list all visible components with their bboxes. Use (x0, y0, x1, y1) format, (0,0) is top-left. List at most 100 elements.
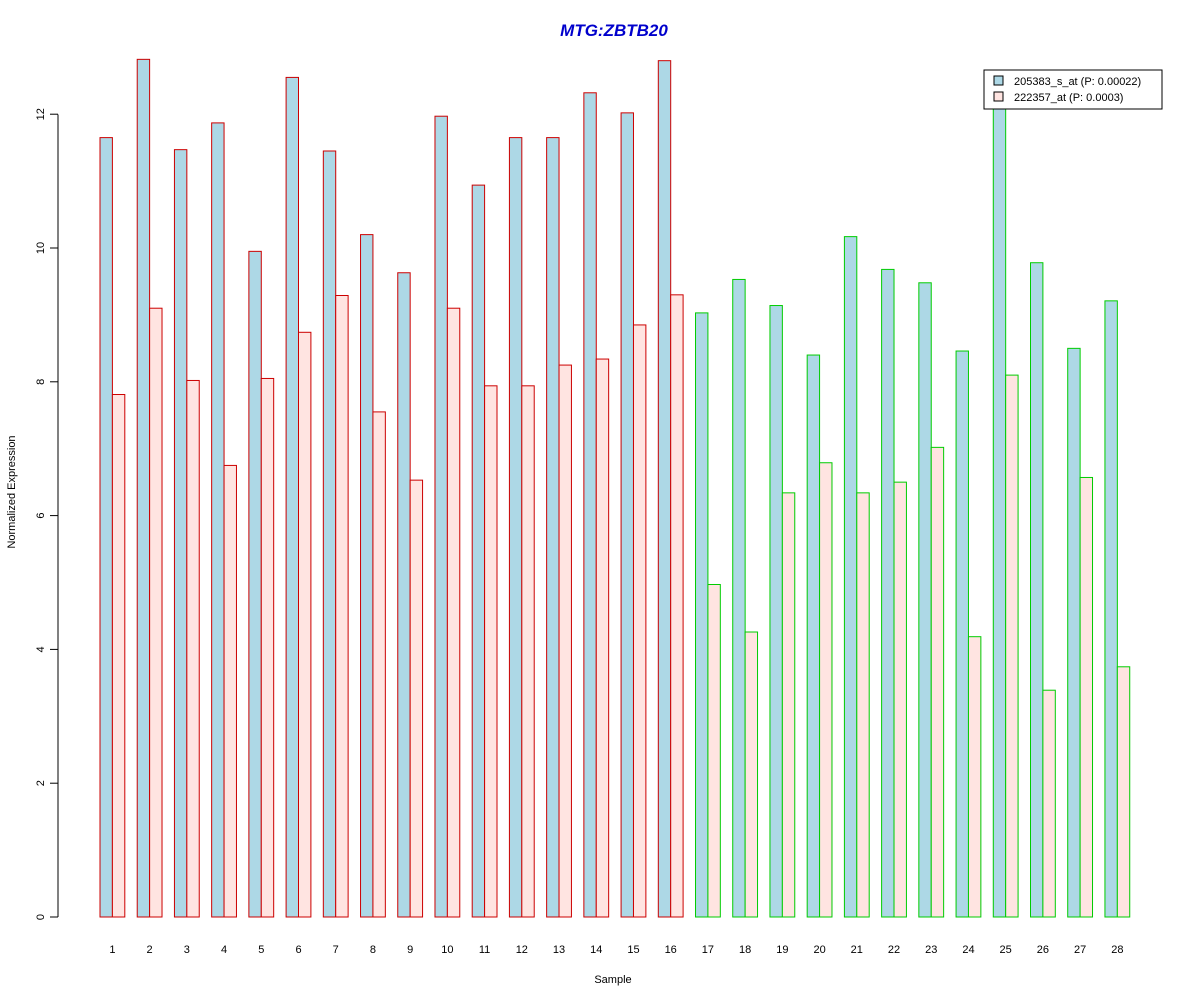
x-tick-label: 14 (590, 944, 602, 956)
legend-box (983, 69, 1163, 110)
bar-sample-3-series-2 (186, 379, 200, 918)
bar-sample-19-series-2 (781, 492, 796, 918)
bar-sample-2-series-2 (149, 307, 163, 918)
bar-sample-16-series-2 (670, 294, 684, 918)
bar-sample-14-series-1 (583, 92, 597, 918)
bar-sample-17-series-1 (695, 312, 709, 918)
bar-sample-22-series-1 (881, 268, 895, 918)
y-tick-label: 6 (35, 513, 47, 519)
bar-sample-6-series-1 (285, 76, 300, 918)
bar-sample-1-series-1 (99, 137, 113, 918)
x-tick-label: 6 (295, 944, 301, 956)
bar-sample-28-series-2 (1116, 666, 1131, 918)
legend: 205383_s_at (P: 0.00022) 222357_at (P: 0… (983, 69, 1163, 110)
x-tick-label: 9 (407, 944, 413, 956)
x-tick-label: 12 (516, 944, 528, 956)
x-tick-label: 8 (370, 944, 376, 956)
bar-sample-8-series-1 (360, 234, 374, 918)
bar-sample-12-series-1 (508, 137, 523, 918)
y-tick-label: 2 (35, 780, 47, 786)
legend-swatch (993, 75, 1004, 86)
bar-sample-19-series-1 (769, 305, 783, 918)
bar-sample-20-series-1 (806, 354, 821, 918)
bar-sample-26-series-2 (1042, 689, 1056, 918)
x-tick-label: 11 (479, 944, 490, 956)
legend-label: 205383_s_at (P: 0.00022) (1014, 76, 1141, 88)
legend-label: 222357_at (P: 0.0003) (1014, 92, 1123, 104)
bar-sample-17-series-2 (707, 584, 721, 918)
x-tick-label: 1 (109, 944, 115, 956)
bar-sample-1-series-2 (111, 394, 126, 918)
bar-sample-5-series-2 (260, 377, 275, 918)
y-tick-label: 12 (35, 108, 47, 120)
x-tick-label: 23 (925, 944, 937, 956)
bar-sample-25-series-2 (1005, 374, 1019, 918)
bar-sample-8-series-2 (372, 411, 386, 918)
x-tick-label: 15 (627, 944, 639, 956)
bar-sample-9-series-1 (397, 272, 411, 918)
legend-swatch (993, 91, 1004, 102)
x-tick-label: 26 (1037, 944, 1049, 956)
bar-series (99, 58, 1131, 918)
x-tick-label: 21 (851, 944, 863, 956)
x-axis-tick-labels: 1 2 3 4 5 6 7 8 9 10 11 12 13 14 15 16 17 18 19 20 21 22 23 24 2… (109, 944, 1123, 956)
chart-title: MTG:ZBTB20 (560, 21, 668, 40)
x-axis-label: Sample (594, 974, 631, 986)
bar-sample-28-series-1 (1104, 300, 1118, 918)
x-tick-label: 27 (1074, 944, 1086, 956)
bar-sample-15-series-1 (620, 112, 634, 918)
bar-sample-7-series-2 (335, 294, 349, 918)
bar-sample-13-series-2 (558, 364, 572, 918)
bar-sample-18-series-2 (744, 631, 759, 918)
bar-sample-13-series-1 (546, 137, 560, 918)
y-axis-label: Normalized Expression (6, 435, 18, 548)
bar-sample-4-series-1 (211, 122, 225, 918)
x-tick-label: 10 (441, 944, 453, 956)
bar-sample-18-series-1 (732, 278, 746, 918)
bar-sample-7-series-1 (322, 150, 337, 918)
bar-sample-4-series-2 (223, 464, 237, 918)
x-tick-label: 5 (258, 944, 264, 956)
bar-sample-14-series-2 (595, 358, 610, 918)
x-tick-label: 13 (553, 944, 565, 956)
bar-sample-2-series-1 (136, 58, 151, 918)
bar-sample-23-series-1 (918, 282, 932, 918)
bar-sample-27-series-2 (1079, 476, 1094, 918)
bar-sample-21-series-1 (843, 236, 858, 918)
x-tick-label: 3 (184, 944, 190, 956)
bar-sample-22-series-2 (893, 481, 907, 918)
bar-sample-25-series-1 (992, 103, 1007, 918)
x-tick-label: 7 (333, 944, 339, 956)
bar-sample-9-series-2 (409, 479, 424, 918)
x-tick-label: 20 (813, 944, 825, 956)
bar-sample-15-series-2 (632, 324, 647, 918)
bar-sample-20-series-2 (819, 462, 833, 918)
bar-sample-26-series-1 (1030, 262, 1044, 918)
x-tick-label: 18 (739, 944, 751, 956)
bar-sample-23-series-2 (930, 446, 945, 918)
x-tick-label: 2 (147, 944, 153, 956)
bar-sample-10-series-2 (446, 307, 461, 918)
bar-sample-24-series-1 (955, 350, 969, 918)
x-tick-label: 24 (962, 944, 974, 956)
bar-sample-11-series-1 (471, 184, 486, 918)
bar-sample-16-series-1 (657, 60, 672, 918)
x-tick-label: 16 (665, 944, 677, 956)
bar-sample-11-series-2 (484, 385, 498, 918)
bar-sample-12-series-2 (521, 385, 535, 918)
bar-sample-6-series-2 (298, 331, 312, 918)
x-tick-label: 28 (1111, 944, 1123, 956)
bar-sample-5-series-1 (248, 250, 262, 918)
bar-sample-10-series-1 (434, 115, 448, 918)
y-tick-label: 0 (35, 914, 47, 920)
y-tick-label: 4 (35, 646, 47, 652)
x-tick-label: 19 (776, 944, 788, 956)
y-tick-label: 8 (35, 379, 47, 385)
bar-sample-24-series-2 (967, 636, 982, 918)
bar-sample-3-series-1 (173, 149, 188, 918)
bar-sample-27-series-1 (1067, 347, 1081, 918)
x-tick-label: 17 (702, 944, 714, 956)
y-tick-label: 10 (35, 242, 47, 254)
bar-sample-21-series-2 (856, 492, 870, 918)
